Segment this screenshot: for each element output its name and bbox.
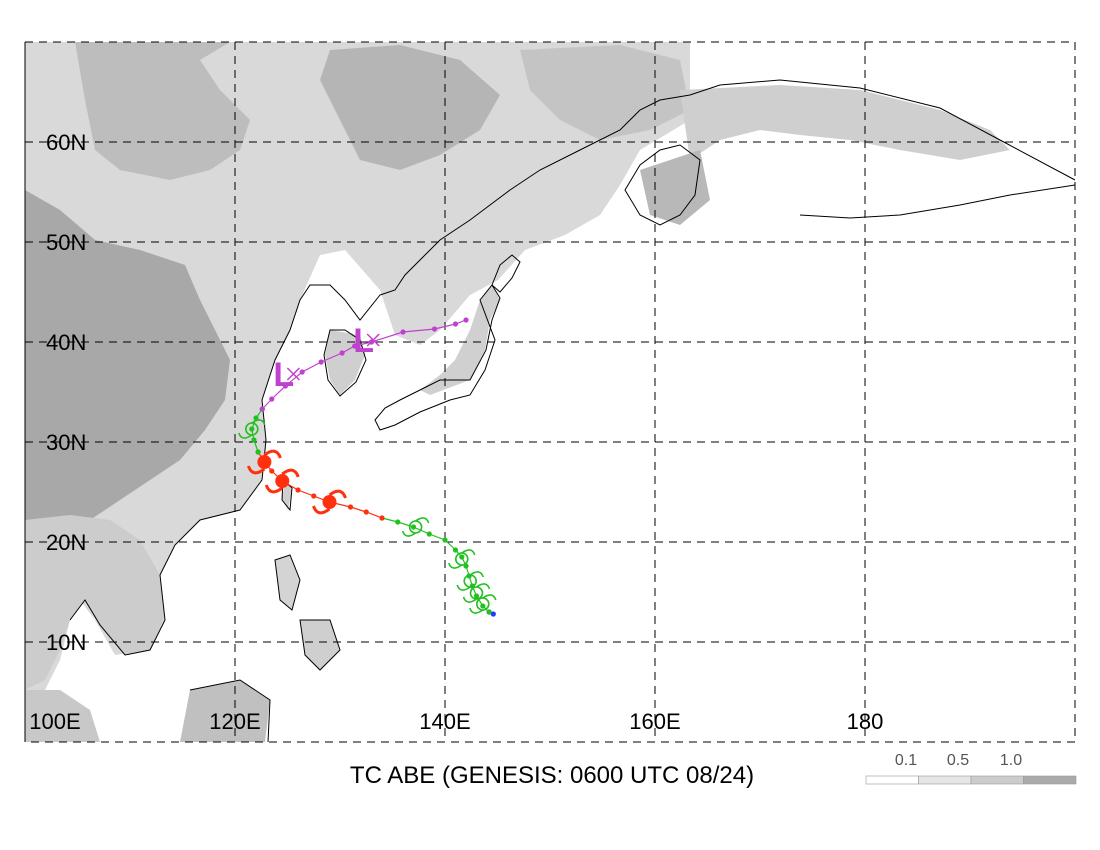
storm-symbol-typhoon: [264, 468, 300, 494]
legend-swatch: [1023, 775, 1077, 785]
lat-label: 50N: [46, 230, 86, 255]
low-cross-mark: [366, 333, 380, 347]
track-point: [431, 326, 438, 332]
track-point: [363, 509, 369, 515]
track-point: [249, 426, 255, 432]
track-point: [352, 343, 358, 349]
terrain-shading: [25, 42, 1010, 742]
storm-symbol-storm: [448, 549, 476, 569]
track-point: [318, 359, 324, 365]
track-point: [269, 396, 275, 402]
track-point: [452, 321, 459, 327]
legend-label-1: 0.5: [947, 752, 969, 769]
legend-swatch: [865, 775, 919, 785]
low-symbol: L: [273, 356, 294, 394]
storm-symbol-storm: [401, 517, 430, 537]
track-point: [347, 504, 354, 510]
track-point: [255, 449, 261, 455]
storm-symbol-typhoon: [312, 489, 347, 515]
storm-track: LL: [238, 317, 497, 617]
track-point: [282, 383, 288, 389]
map-frame: [24, 41, 1076, 743]
graticule: [24, 42, 1075, 742]
latitude-labels: 10N 20N 30N 40N 50N 60N: [46, 130, 86, 655]
longitude-labels: 100E 120E 140E 160E 180: [29, 709, 883, 734]
lon-label: 120E: [209, 709, 260, 734]
track-point: [339, 350, 345, 356]
track-point: [379, 515, 385, 521]
typhoon-core: [257, 455, 272, 469]
lat-label: 30N: [46, 430, 86, 455]
track-point: [442, 537, 448, 543]
track-point: [311, 493, 317, 499]
typhoon-core: [322, 495, 337, 509]
track-point: [269, 468, 275, 474]
track-segment-extratropical: [261, 319, 467, 410]
track-point: [410, 524, 417, 530]
track-point: [395, 519, 401, 525]
track-point: [459, 554, 465, 560]
track-point: [486, 609, 492, 615]
track-point: [253, 415, 259, 421]
lat-label: 20N: [46, 530, 86, 555]
lon-label: 140E: [419, 709, 470, 734]
track-point: [463, 317, 469, 323]
storm-symbol-extratropical: L: [273, 356, 300, 394]
track-point: [490, 611, 496, 617]
legend-colorbar: [865, 775, 1077, 785]
track-point: [295, 487, 301, 493]
track-point: [251, 437, 257, 443]
map-title: TC ABE (GENESIS: 0600 UTC 08/24): [350, 762, 754, 789]
legend-swatch: [970, 775, 1024, 785]
lat-label: 10N: [46, 630, 86, 655]
legend-label-2: 1.0: [1000, 752, 1022, 769]
intensity-legend: 0.1 0.5 1.0: [865, 752, 1077, 785]
track-point: [452, 547, 459, 553]
legend-swatch: [918, 775, 972, 785]
storm-symbol-storm: [462, 583, 491, 603]
lon-label: 180: [847, 709, 884, 734]
track-point: [259, 406, 265, 412]
track-point: [480, 603, 486, 609]
lon-label: 100E: [29, 709, 80, 734]
lat-label: 60N: [46, 130, 86, 155]
legend-label-0: 0.1: [895, 752, 917, 769]
track-point: [400, 329, 406, 335]
storm-symbol-typhoon: [246, 449, 282, 475]
track-point: [299, 369, 305, 375]
track-point: [473, 593, 480, 599]
low-symbol: L: [353, 322, 374, 360]
lat-label: 40N: [46, 330, 86, 355]
storm-symbol-storm: [469, 594, 497, 614]
storm-symbol-extratropical: L: [353, 322, 380, 360]
track-point: [426, 531, 432, 537]
typhoon-core: [275, 474, 290, 488]
storm-symbol-storm: [238, 419, 266, 439]
storm-symbol-storm: [456, 571, 484, 591]
low-cross-mark: [286, 367, 300, 381]
lon-label: 160E: [629, 709, 680, 734]
